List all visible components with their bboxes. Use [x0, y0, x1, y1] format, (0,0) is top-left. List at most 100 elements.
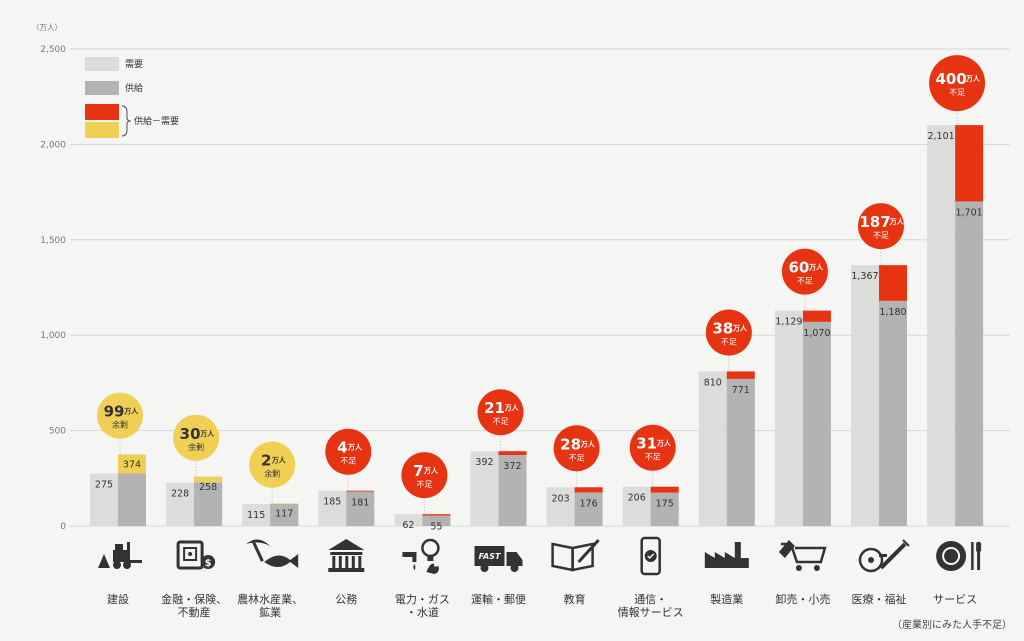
gap-value: 2 — [261, 452, 271, 470]
legend-demand-label: 需要 — [125, 59, 143, 70]
supply-value-label: 1,180 — [879, 307, 906, 318]
category-label: ・水道 — [406, 605, 439, 619]
demand-value-label: 62 — [402, 520, 414, 531]
supply-bar — [498, 455, 527, 526]
gap-unit: 万人 — [808, 263, 824, 272]
gap-unit: 万人 — [656, 439, 672, 448]
demand-bar — [851, 265, 879, 526]
gap-bubble — [97, 392, 143, 439]
gap-word: 不足 — [416, 480, 432, 489]
supply-value-label: 55 — [430, 522, 442, 533]
category-label: 金融・保険、 — [161, 592, 227, 606]
supply-value-label: 374 — [123, 460, 141, 471]
gap-word: 不足 — [873, 231, 889, 240]
demand-bar — [166, 482, 195, 526]
gap-value: 60 — [788, 259, 809, 277]
category-label: 教育 — [564, 592, 586, 606]
supply-value-label: 771 — [732, 385, 750, 396]
supply-bar — [726, 378, 755, 526]
gap-value: 31 — [636, 435, 657, 453]
demand-bar — [242, 504, 271, 526]
demand-bar — [394, 514, 423, 526]
supply-bar — [879, 300, 907, 526]
legend-supply-swatch — [85, 81, 119, 95]
legend-supply-label: 供給 — [125, 82, 143, 94]
gap-value: 187 — [859, 213, 890, 231]
gap-value: 7 — [413, 462, 423, 480]
safe-money-icon: $ — [176, 540, 216, 570]
shortage-segment — [879, 265, 907, 301]
supply-base-segment — [270, 504, 299, 526]
gap-unit: 万人 — [199, 429, 215, 438]
y-tick-label: 1,000 — [40, 331, 66, 341]
supply-value-label: 258 — [199, 482, 217, 493]
gap-word: 余剰 — [264, 469, 280, 479]
supply-bar — [955, 201, 984, 526]
demand-bar — [90, 473, 118, 526]
gap-bubble — [553, 425, 600, 472]
category-label: 農林水産業、 — [237, 592, 303, 606]
category-label: 不動産 — [178, 605, 211, 619]
category-label: 電力・ガス — [395, 593, 450, 606]
demand-value-label: 810 — [704, 377, 722, 388]
gap-word: 余剰 — [188, 442, 204, 452]
gap-word: 不足 — [569, 453, 585, 462]
category-label: 情報サービス — [618, 606, 684, 619]
category-label: 建設 — [107, 592, 129, 606]
demand-value-label: 185 — [323, 497, 341, 508]
demand-value-label: 228 — [171, 488, 189, 499]
legend-shortage-swatch — [85, 104, 119, 120]
shortage-segment — [955, 125, 984, 202]
gap-value: 38 — [712, 319, 733, 337]
svg-text:$: $ — [205, 558, 212, 569]
legend-brace — [121, 105, 132, 137]
y-tick-label: 0 — [60, 522, 66, 532]
demand-value-label: 1,367 — [851, 271, 878, 282]
supply-bar — [650, 492, 679, 526]
shortage-segment — [802, 310, 831, 322]
supply-value-label: 1,701 — [955, 207, 982, 218]
category-label: サービス — [933, 593, 977, 606]
legend-diff-label: 供給－需要 — [134, 115, 179, 127]
category-label: 通信・ — [634, 593, 667, 606]
legend-demand-swatch — [85, 57, 119, 71]
gap-value: 28 — [560, 435, 581, 453]
supply-bar — [422, 515, 451, 526]
demand-bar — [622, 486, 651, 526]
supply-value-label: 181 — [351, 497, 369, 508]
gap-bubble — [173, 414, 220, 461]
y-tick-label: 1,500 — [40, 236, 66, 246]
y-tick-label: 2,000 — [40, 140, 66, 150]
gap-word: 余剰 — [112, 420, 128, 430]
y-tick-label: 500 — [49, 427, 66, 437]
gap-bubble — [477, 389, 524, 436]
demand-value-label: 1,129 — [775, 317, 802, 328]
supply-bar — [802, 321, 831, 526]
gap-unit: 万人 — [347, 443, 363, 452]
gap-unit: 万人 — [580, 439, 596, 448]
demand-bar — [927, 125, 956, 526]
gap-word: 不足 — [949, 88, 965, 97]
gap-bubble — [705, 309, 752, 356]
y-tick-label: 2,500 — [40, 45, 66, 55]
demand-value-label: 392 — [475, 457, 493, 468]
shopping-cart-icon — [778, 540, 827, 571]
gap-word: 不足 — [340, 457, 356, 466]
demand-bar — [698, 371, 727, 526]
gap-word: 不足 — [721, 337, 737, 346]
category-label: 鉱業 — [259, 605, 281, 619]
gap-value: 400 — [935, 70, 966, 88]
footnote: （産業別にみた人手不足） — [892, 618, 1012, 631]
legend-surplus-swatch — [85, 122, 119, 138]
shortage-segment — [574, 487, 603, 493]
gap-bubble — [325, 428, 372, 475]
gap-unit: 万人 — [889, 217, 905, 226]
category-label: 製造業 — [710, 592, 743, 606]
